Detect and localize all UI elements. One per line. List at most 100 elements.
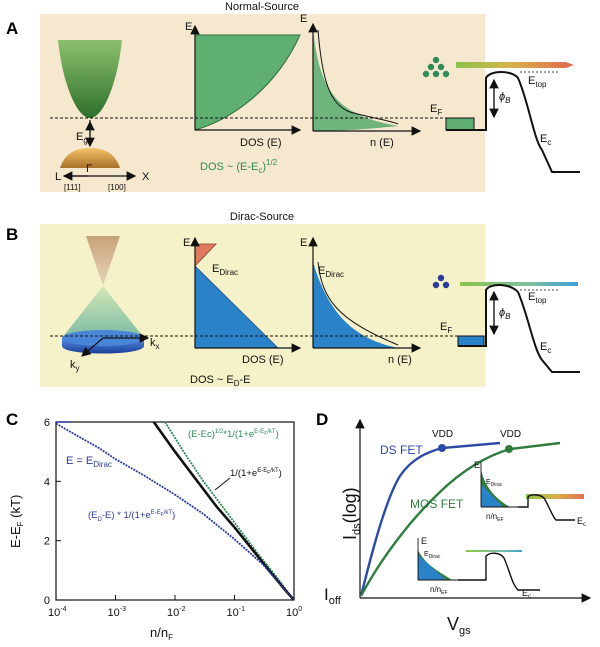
inset-ds-edirac: EDirac	[424, 551, 441, 560]
label-dir-100: [100]	[108, 183, 126, 192]
chart-c-plot: 10-4 10-3 10-2 10-1 100 0 2 4 6	[44, 417, 302, 619]
carrier-plot-a: E n (E)	[300, 13, 422, 149]
inset-ds-ec: Ec	[522, 588, 531, 600]
panel-d: D Ids(log) Vgs Ioff DS FET MOS FET VDD V…	[316, 410, 592, 637]
carrier-fill-b	[313, 262, 398, 348]
y-tick-label: 0	[44, 595, 50, 607]
barrier-profile-a	[446, 71, 580, 173]
gap-label: Eg	[76, 131, 88, 145]
source-fill-a	[445, 117, 475, 131]
x-tick-label: 100	[286, 606, 302, 619]
label-green-series: (E-Ec)1/2*1/(1+eE-EF/kT)	[188, 429, 279, 440]
ef-label-b: EF	[440, 321, 452, 335]
dos-b-edirac-label: EDirac	[212, 263, 238, 277]
chart-d-x-label: Vgs	[447, 614, 471, 637]
upper-cone	[86, 236, 120, 286]
panel-a-title: Normal-Source	[225, 1, 299, 13]
etop-label-b: Etop	[528, 291, 547, 305]
band-structure-a: Eg L Γ X [111] [100]	[55, 40, 150, 192]
electron-dot	[432, 70, 440, 78]
dos-plot-a: E DOS (E) DOS ~ (E-Ec)1/2	[185, 21, 302, 175]
inset-ds-beam	[466, 550, 522, 552]
carrier-b-edirac-label: EDirac	[318, 265, 344, 279]
electron-dot	[427, 63, 435, 71]
inset-ds-blue-fill	[418, 555, 446, 580]
ds-fet-curve	[359, 441, 501, 597]
carrier-a-e-label: E	[300, 13, 307, 25]
label-blue-series: (ED-E) * 1/(1+eE-EF/kT)	[88, 510, 175, 523]
panel-a-letter: A	[6, 19, 18, 38]
black-series-pointer	[214, 477, 231, 491]
ef-label-a: EF	[430, 103, 442, 117]
x-tick-label: 10-2	[167, 606, 186, 619]
panel-a: A Normal-Source Eg L Γ X [111] [100] E D…	[6, 1, 580, 192]
dos-formula-a: DOS ~ (E-Ec)1/2	[200, 158, 278, 175]
panel-b: B Dirac-Source kx ky E EDirac DOS (E) DO…	[6, 211, 580, 388]
carrier-a-x-label: n (E)	[370, 137, 394, 149]
emission-beam-a-tip	[566, 62, 574, 68]
source-fill-b	[457, 335, 485, 347]
carrier-plot-b: E EDirac n (E)	[300, 236, 422, 366]
vdd-point-mos	[505, 445, 513, 453]
carrier-fermi-curve-a	[317, 29, 399, 125]
label-black-series: 1/(1+eE-EF/kT)	[230, 468, 282, 479]
conduction-band-bowl	[58, 40, 122, 118]
panel-b-letter: B	[6, 225, 18, 244]
series-line-3	[55, 422, 295, 601]
carrier-b-x-label: n (E)	[388, 354, 412, 366]
label-e-dirac: E = EDirac	[66, 455, 112, 469]
inset-mos-ec: Ec	[577, 516, 586, 528]
panel-d-letter: D	[316, 410, 328, 429]
electron-dot	[432, 281, 440, 289]
chart-c-x-label: n/nF	[150, 625, 173, 642]
panel-c-letter: C	[6, 410, 18, 429]
panel-c: C 10-4 10-3 10-2 10-1 100 0 2 4 6 n/nF E-EF (kT)…	[6, 410, 302, 642]
ioff-label: Ioff	[324, 585, 342, 607]
inset-ds-barrier	[458, 552, 540, 591]
carrier-fermi-curve-b	[317, 261, 399, 346]
electron-dot	[437, 274, 445, 282]
dos-b-e-label: E	[183, 237, 190, 249]
ky-axis	[81, 337, 104, 357]
dos-formula-b: DOS ~ ED-E	[190, 374, 251, 388]
barrier-profile-b	[458, 284, 580, 373]
y-tick-label: 4	[44, 476, 50, 488]
barrier-b: EF Etop ϕB Ec	[432, 274, 580, 373]
electron-dot	[422, 70, 430, 78]
emission-beam-a	[456, 62, 566, 68]
series-line-1	[164, 421, 295, 601]
inset-ds-e: E	[421, 536, 427, 546]
vdd-label-mos: VDD	[500, 429, 521, 440]
inset-mos-blue-fill	[481, 484, 503, 507]
ds-fet-label: DS FET	[380, 443, 423, 457]
phi-label-a: ϕB	[499, 91, 511, 105]
x-tick-label: 10-1	[227, 606, 246, 619]
inset-mos-e: E	[474, 460, 480, 470]
electron-dot	[432, 56, 440, 64]
dos-fill-a	[194, 34, 301, 131]
dos-b-x-label: DOS (E)	[242, 354, 284, 366]
inset-ds-nnef: n/nEF	[430, 585, 448, 596]
kx-label: kx	[150, 337, 160, 351]
y-tick-label: 2	[44, 536, 50, 548]
dos-a-x-label: DOS (E)	[240, 137, 282, 149]
electron-dot	[442, 70, 450, 78]
dos-plot-b: E EDirac DOS (E) DOS ~ ED-E	[183, 236, 302, 388]
panel-b-title: Dirac-Source	[230, 211, 294, 223]
x-tick-label: 10-4	[48, 606, 67, 619]
inset-mos: E EDirac n/nEF Ec	[474, 460, 586, 528]
carrier-b-e-label: E	[300, 237, 307, 249]
label-dir-111: [111]	[64, 183, 81, 192]
inset-mos-barrier	[518, 494, 575, 521]
x-tick-label: 10-3	[108, 606, 127, 619]
inset-ds: E EDirac n/nEF Ec	[417, 536, 540, 600]
ec-label-a: Ec	[540, 133, 551, 147]
mos-fet-curve	[359, 441, 561, 597]
y-tick-label: 6	[44, 417, 50, 429]
inset-mos-beam	[526, 494, 584, 499]
chart-d-y-label: Ids(log)	[340, 487, 363, 540]
carrier-fill-a	[313, 30, 398, 131]
lower-cone	[62, 286, 144, 338]
electron-dot	[442, 281, 450, 289]
